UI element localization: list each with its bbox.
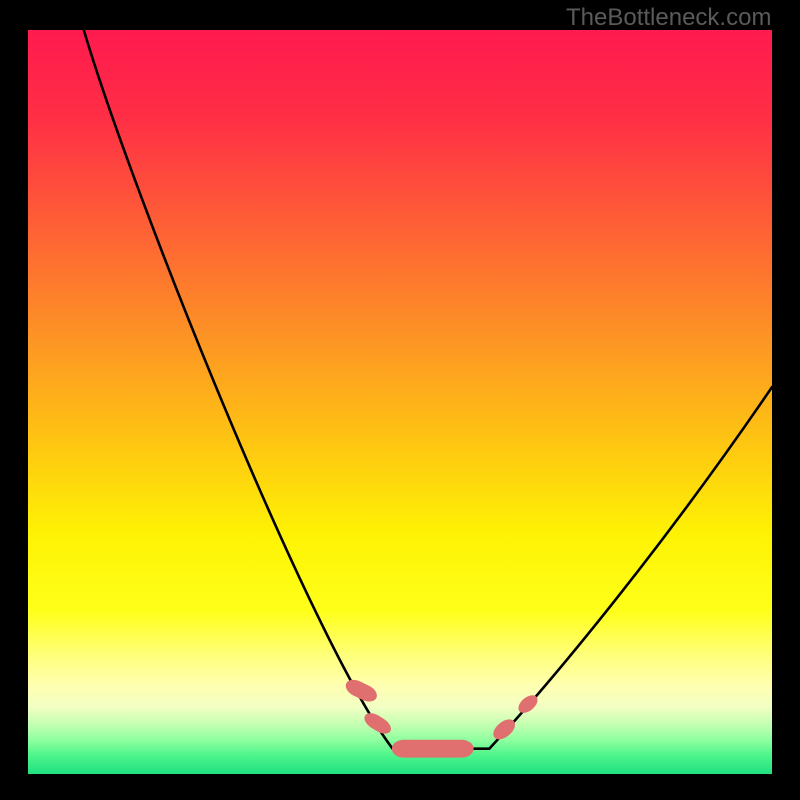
bead xyxy=(392,740,474,758)
bottleneck-chart-svg xyxy=(28,30,772,774)
watermark-text: TheBottleneck.com xyxy=(566,4,771,32)
gradient-background xyxy=(28,30,772,774)
chart-area xyxy=(28,30,772,774)
